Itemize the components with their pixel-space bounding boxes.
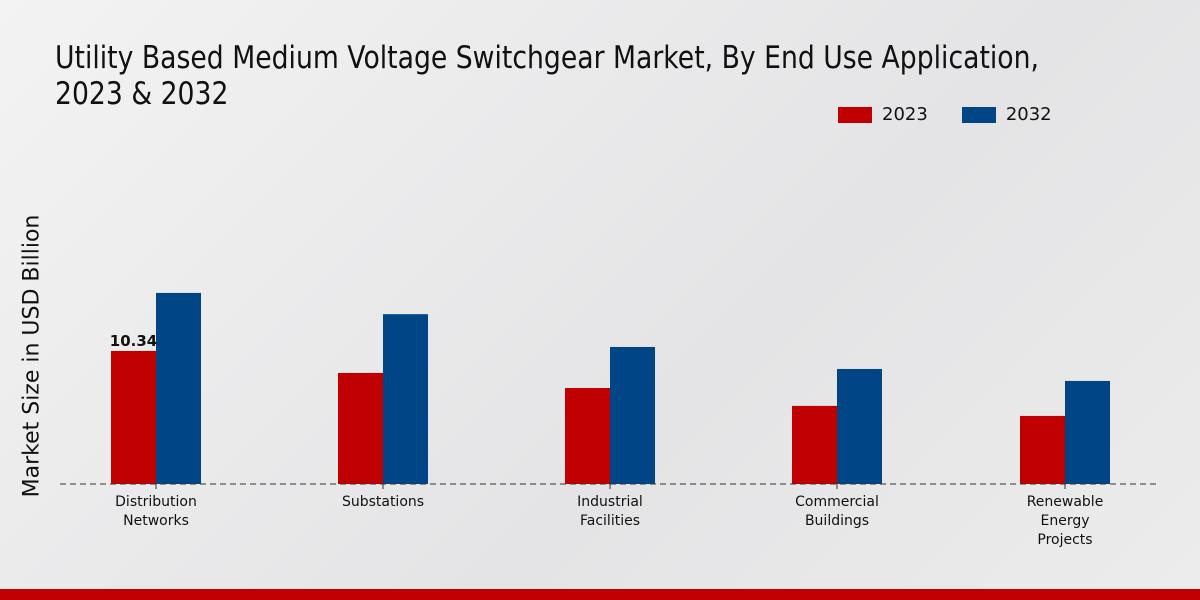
x-tick-label-3-0: Commercial: [795, 494, 879, 510]
x-tick-label-0-0: Distribution: [115, 494, 197, 510]
x-tick-label-2-0: Industrial: [577, 494, 643, 510]
legend-swatch-2032: [961, 106, 996, 123]
bar-2032-3: [837, 368, 882, 484]
legend-item-2023: 2023: [838, 104, 928, 125]
x-tick-label-4-1: Energy: [1040, 513, 1089, 529]
x-tick-label-4-2: Projects: [1037, 532, 1092, 548]
footer-bar: [0, 589, 1200, 600]
legend-label-2032: 2032: [1005, 104, 1052, 125]
legend: 2023 2032: [838, 104, 1052, 125]
x-tick-label-0-1: Networks: [123, 513, 189, 529]
bar-2023-1: [338, 372, 383, 484]
bar-2023-3: [792, 405, 837, 484]
x-tick-label-2-1: Facilities: [580, 513, 640, 529]
x-tick-label-1-0: Substations: [342, 494, 424, 510]
chart-title-line1: Utility Based Medium Voltage Switchgear …: [55, 40, 1039, 76]
x-tick-label-3-1: Buildings: [805, 513, 869, 529]
bar-2023-0: [111, 350, 156, 484]
bar-2023-2: [565, 388, 610, 484]
chart-title-line2: 2023 & 2032: [55, 76, 229, 112]
bar-2032-1: [383, 314, 428, 484]
bar-2032-4: [1065, 380, 1110, 484]
bar-2032-2: [610, 346, 655, 484]
legend-swatch-2023: [838, 106, 872, 123]
x-tick-label-4-0: Renewable: [1027, 494, 1104, 510]
bar-2032-0: [156, 292, 201, 484]
data-label-0: 10.34: [110, 332, 157, 350]
bar-2023-4: [1020, 415, 1065, 484]
legend-label-2023: 2023: [882, 104, 928, 125]
chart-title: Utility Based Medium Voltage Switchgear …: [55, 40, 1039, 112]
legend-item-2032: 2032: [961, 104, 1052, 125]
